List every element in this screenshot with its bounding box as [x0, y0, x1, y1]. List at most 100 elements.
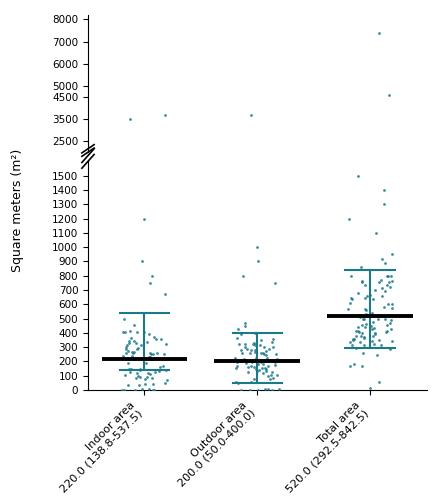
Point	[271, 279, 279, 287]
Point	[140, 214, 147, 222]
Point	[234, 379, 241, 387]
Point	[352, 332, 359, 340]
Point	[150, 355, 158, 363]
Point	[271, 358, 279, 366]
Point	[149, 350, 156, 358]
Point	[254, 386, 261, 394]
Point	[155, 367, 162, 375]
Point	[357, 312, 364, 320]
Point	[350, 360, 357, 368]
Point	[233, 378, 240, 386]
Point	[233, 362, 240, 370]
Point	[123, 345, 130, 353]
Point	[257, 348, 264, 356]
Point	[362, 323, 369, 331]
Point	[262, 347, 269, 355]
Point	[347, 299, 354, 307]
Point	[355, 327, 362, 335]
Point	[270, 344, 277, 351]
Point	[130, 348, 137, 356]
Point	[273, 356, 280, 364]
Point	[161, 110, 168, 118]
Point	[381, 259, 389, 267]
Point	[349, 336, 356, 344]
Point	[388, 316, 395, 324]
Point	[367, 322, 374, 330]
Point	[268, 370, 275, 378]
Point	[359, 362, 366, 370]
Point	[259, 369, 266, 377]
Point	[140, 328, 147, 336]
Point	[260, 343, 267, 351]
Point	[234, 334, 241, 342]
Point	[238, 386, 245, 394]
Point	[354, 322, 361, 330]
Point	[381, 316, 389, 324]
Point	[233, 358, 240, 366]
Point	[235, 340, 242, 347]
Point	[149, 386, 156, 394]
Point	[260, 348, 267, 356]
Point	[162, 366, 169, 374]
Point	[119, 328, 126, 336]
Point	[129, 349, 136, 357]
Point	[361, 333, 368, 341]
Point	[138, 258, 145, 266]
Point	[252, 348, 259, 356]
Point	[163, 340, 170, 348]
Point	[141, 375, 148, 383]
Point	[361, 316, 368, 324]
Point	[138, 386, 145, 394]
Point	[248, 110, 255, 118]
Point	[384, 321, 391, 329]
Point	[360, 334, 367, 342]
Point	[370, 332, 377, 340]
Point	[162, 379, 169, 387]
Text: Square meters (m²): Square meters (m²)	[11, 148, 24, 272]
Point	[386, 90, 393, 98]
Point	[244, 362, 251, 370]
Point	[255, 366, 262, 374]
Point	[159, 362, 166, 370]
Point	[153, 334, 160, 342]
Point	[263, 368, 270, 376]
Point	[134, 328, 141, 336]
Point	[148, 374, 155, 382]
Point	[345, 305, 352, 313]
Point	[235, 326, 242, 334]
Point	[147, 370, 154, 378]
Point	[370, 340, 377, 348]
Point	[362, 280, 369, 288]
Point	[383, 281, 390, 289]
Point	[257, 342, 264, 349]
Point	[359, 350, 367, 358]
Point	[360, 314, 367, 322]
Point	[137, 365, 144, 373]
Point	[363, 310, 370, 318]
Point	[353, 344, 360, 352]
Point	[121, 371, 128, 379]
Point	[137, 341, 144, 349]
Point	[134, 344, 141, 352]
Point	[161, 290, 168, 298]
Point	[150, 380, 157, 388]
Point	[368, 337, 375, 345]
Point	[246, 386, 253, 394]
Point	[387, 283, 394, 291]
Point	[147, 279, 154, 287]
Point	[126, 115, 133, 123]
Point	[348, 342, 356, 349]
Point	[356, 338, 363, 346]
Point	[142, 380, 149, 388]
Point	[118, 386, 125, 394]
Point	[125, 358, 132, 366]
Point	[366, 291, 373, 299]
Point	[247, 346, 254, 354]
Point	[373, 229, 380, 237]
Point	[380, 186, 387, 194]
Point	[241, 322, 248, 330]
Point	[154, 349, 161, 357]
Point	[123, 341, 130, 349]
Point	[375, 28, 382, 36]
Point	[381, 200, 388, 208]
